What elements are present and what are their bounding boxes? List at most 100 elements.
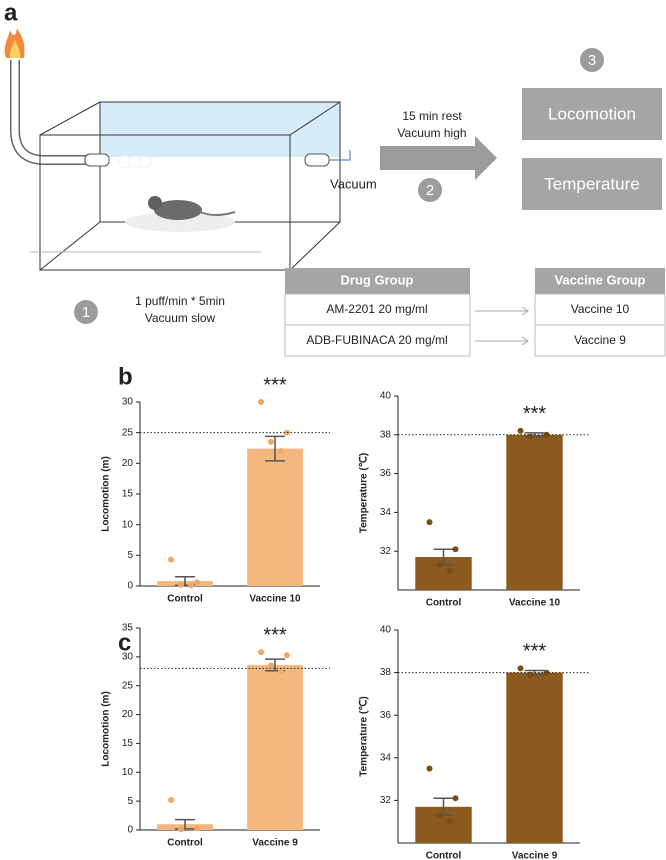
chamber-air: [100, 102, 340, 157]
table-cell-text: AM-2201 20 mg/ml: [326, 302, 427, 316]
data-point: [452, 546, 459, 553]
outlet: [304, 153, 330, 167]
data-point: [194, 825, 200, 832]
significance: ***: [523, 403, 547, 425]
y-axis-label: Locomotion (m): [101, 456, 112, 532]
smoke: [118, 155, 152, 169]
y-tick-label: 30: [122, 651, 134, 662]
y-tick-label: 38: [380, 667, 392, 678]
step-circle: [580, 48, 604, 72]
bar: [506, 672, 563, 843]
y-tick-label: 15: [122, 738, 134, 749]
y-tick-label: 32: [380, 546, 392, 557]
x-tick-label: Control: [426, 598, 462, 609]
data-point: [278, 448, 284, 455]
panel-label: a: [4, 0, 18, 26]
data-point: [426, 765, 433, 772]
outcome-box: [522, 88, 662, 140]
table-header: Drug Group: [341, 272, 414, 287]
data-point: [268, 438, 274, 445]
data-point: [178, 581, 184, 588]
significance: ***: [263, 374, 287, 396]
table-cell: [284, 293, 471, 326]
step-number: 3: [588, 52, 596, 69]
data-point: [527, 671, 534, 678]
step-number: 1: [82, 304, 90, 321]
bar: [247, 664, 303, 830]
mouse-tail: [199, 211, 236, 216]
table-cell-text: Vaccine 10: [571, 302, 630, 316]
y-tick-label: 20: [122, 709, 134, 720]
y-tick-label: 34: [380, 507, 392, 518]
x-tick-label: Vaccine 9: [252, 838, 298, 849]
data-point: [436, 561, 443, 568]
table-header-bg: [535, 268, 665, 294]
y-axis-label: Temperature (℃): [359, 453, 370, 534]
data-point: [446, 818, 453, 825]
table-cell-text: Vaccine 9: [574, 333, 626, 347]
y-tick-label: 0: [127, 825, 133, 836]
data-point: [452, 795, 459, 802]
inlet: [84, 153, 110, 167]
y-axis-label: Locomotion (m): [101, 691, 112, 767]
data-point: [436, 812, 443, 819]
y-tick-label: 10: [122, 519, 134, 530]
x-tick-label: Vaccine 10: [509, 598, 561, 609]
step-circle: [74, 300, 98, 324]
y-tick-label: 25: [122, 427, 134, 438]
x-tick-label: Control: [426, 851, 462, 860]
bar: [506, 434, 563, 590]
y-tick-label: 10: [122, 767, 134, 778]
data-point: [258, 399, 264, 405]
table-cell: [284, 324, 471, 357]
x-tick-label: Vaccine 9: [512, 851, 558, 860]
significance: ***: [523, 641, 547, 663]
data-point: [446, 567, 453, 574]
data-point: [278, 668, 284, 675]
chamber-front: [39, 134, 291, 271]
y-tick-label: 15: [122, 489, 134, 500]
table-arrows: [475, 306, 529, 346]
y-tick-label: 36: [380, 468, 392, 479]
data-point: [268, 662, 274, 669]
rest-text: 15 min rest: [402, 109, 462, 123]
table-header: Vaccine Group: [554, 272, 645, 287]
outcome-box: [522, 158, 662, 210]
table-cell-text: ADB-FUBINACA 20 mg/ml: [306, 333, 447, 347]
panel-label: b: [118, 363, 133, 390]
y-tick-label: 36: [380, 710, 392, 721]
pipe-inner: [11, 60, 100, 164]
chamber-edges: [39, 101, 341, 271]
mouse-head: [148, 196, 162, 210]
vacuum-label: Vacuum: [330, 176, 377, 191]
y-tick-label: 34: [380, 752, 392, 763]
flame-core: [9, 40, 21, 58]
vacuum-line: [329, 150, 351, 161]
y-axis-label: Temperature (℃): [359, 696, 370, 777]
bar: [247, 448, 303, 586]
step-number: 2: [426, 182, 434, 199]
y-tick-label: 0: [127, 581, 133, 592]
data-point: [284, 652, 290, 659]
shadow: [125, 212, 235, 232]
error-bar: [265, 435, 285, 462]
puff-text: 1 puff/min * 5min: [135, 294, 225, 308]
y-tick-label: 40: [380, 625, 392, 636]
data-point: [194, 579, 200, 586]
y-tick-label: 25: [122, 680, 134, 691]
vacuum-slow-text: Vacuum slow: [145, 311, 216, 325]
vacuum-high-text: Vacuum high: [397, 126, 466, 140]
data-point: [426, 519, 433, 526]
data-point: [517, 427, 524, 434]
y-tick-label: 35: [122, 623, 134, 634]
table-header-bg: [285, 268, 470, 294]
data-point: [168, 556, 174, 563]
pipe: [10, 60, 100, 165]
data-point: [258, 649, 264, 656]
table-cell: [534, 324, 666, 357]
y-tick-label: 40: [380, 391, 392, 402]
outcome-label: Locomotion: [548, 104, 636, 123]
step-circle: [418, 178, 442, 202]
data-point: [188, 582, 194, 589]
